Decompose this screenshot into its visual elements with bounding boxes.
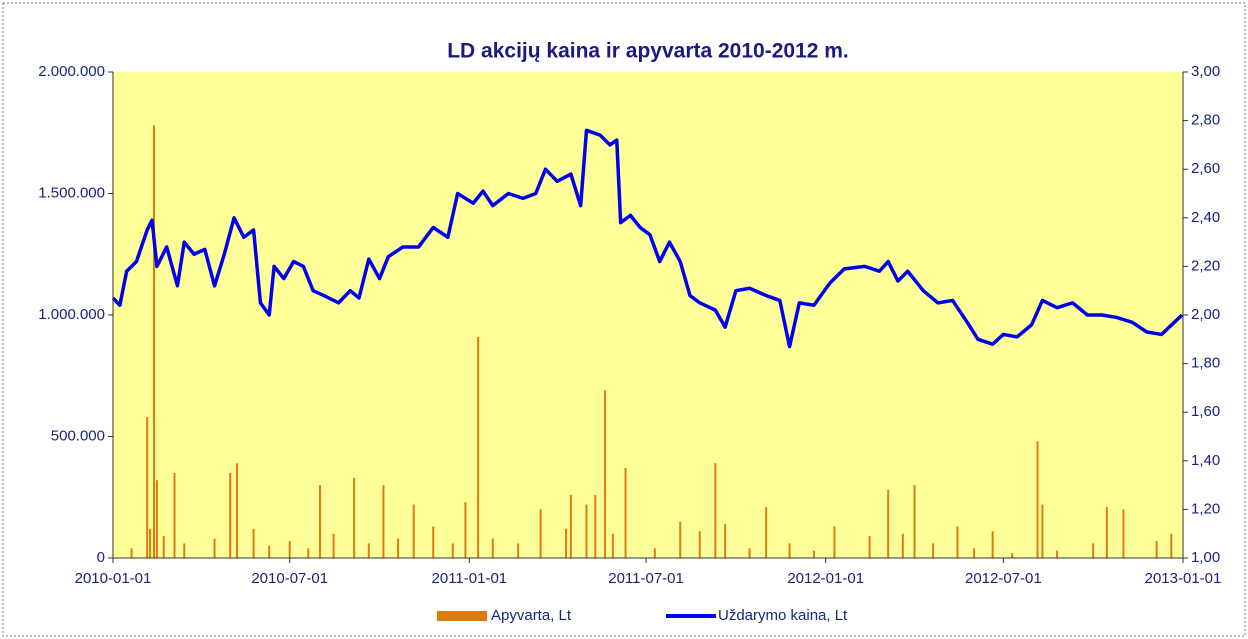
bar	[1170, 533, 1173, 558]
bar	[569, 494, 572, 558]
price-line	[111, 128, 1184, 349]
bar	[146, 417, 149, 558]
bar	[130, 548, 133, 558]
bar	[594, 494, 597, 558]
bar	[318, 485, 321, 558]
bar	[611, 533, 614, 558]
bar	[353, 477, 356, 558]
bar	[1036, 441, 1039, 558]
bar	[307, 548, 310, 558]
bar	[1155, 540, 1158, 558]
bar	[268, 545, 271, 558]
y-tick-label: 500.000	[51, 427, 105, 444]
y-tick-label: 0	[97, 549, 105, 566]
bar	[213, 538, 216, 558]
bar	[1092, 543, 1095, 558]
bar	[812, 550, 815, 558]
x-tick-label: 2011-07-01	[608, 570, 684, 587]
bar	[1122, 509, 1125, 558]
bar	[833, 526, 836, 558]
x-tick-label: 2013-01-01	[1145, 570, 1222, 587]
bar	[724, 523, 727, 558]
bar	[367, 543, 370, 558]
bar	[901, 533, 904, 558]
bar	[432, 526, 435, 558]
bar	[451, 543, 454, 558]
bar	[585, 504, 588, 558]
y-tick-label: 1.000.000	[38, 306, 105, 323]
legend-swatch	[437, 611, 487, 621]
bar	[332, 533, 335, 558]
bar	[252, 528, 255, 558]
y-tick-label: 2.000.000	[38, 63, 105, 80]
bar	[604, 390, 607, 558]
bar	[477, 336, 480, 558]
legend-label: Apyvarta, Lt	[491, 607, 572, 624]
y2-tick-label: 1,40	[1191, 452, 1220, 469]
bar	[183, 543, 186, 558]
legend-label: Uždarymo kaina, Lt	[718, 607, 848, 624]
bar	[653, 548, 656, 558]
y2-tick-label: 1,20	[1191, 500, 1220, 517]
bar	[868, 536, 871, 558]
bar	[491, 538, 494, 558]
bar	[382, 485, 385, 558]
bar	[539, 509, 542, 558]
bar	[162, 536, 165, 558]
bar	[149, 528, 152, 558]
bar	[956, 526, 959, 558]
bar	[1011, 553, 1014, 558]
bar	[1105, 506, 1108, 558]
y2-tick-label: 2,20	[1191, 257, 1220, 274]
bar	[229, 472, 232, 558]
bar	[173, 472, 176, 558]
bar	[288, 540, 291, 558]
bar	[235, 463, 238, 558]
y2-tick-label: 1,80	[1191, 355, 1220, 372]
bar	[788, 543, 791, 558]
bar	[973, 548, 976, 558]
x-tick-label: 2010-07-01	[251, 570, 328, 587]
bar	[155, 480, 158, 558]
bar	[991, 531, 994, 558]
y2-tick-label: 3,00	[1191, 63, 1220, 80]
x-tick-label: 2010-01-01	[75, 570, 152, 587]
bar	[714, 463, 717, 558]
chart-title: LD akcijų kaina ir apyvarta 2010-2012 m.	[447, 40, 849, 63]
bar	[932, 543, 935, 558]
x-tick-label: 2012-01-01	[787, 570, 864, 587]
bar	[765, 506, 768, 558]
bar	[748, 548, 751, 558]
bar	[397, 538, 400, 558]
y2-tick-label: 2,60	[1191, 160, 1220, 177]
bar	[1056, 550, 1059, 558]
y2-tick-label: 2,40	[1191, 209, 1220, 226]
bar	[624, 468, 627, 558]
bar	[153, 125, 156, 559]
y2-tick-label: 1,60	[1191, 403, 1220, 420]
x-tick-label: 2012-07-01	[965, 570, 1042, 587]
bar	[1041, 504, 1044, 558]
y2-tick-label: 2,80	[1191, 112, 1220, 129]
bar	[517, 543, 520, 558]
y2-tick-label: 2,00	[1191, 306, 1220, 323]
bar	[564, 528, 567, 558]
bar	[887, 489, 890, 558]
bar	[679, 521, 682, 558]
bar	[464, 502, 467, 558]
bar	[913, 485, 916, 558]
y2-tick-label: 1,00	[1191, 549, 1220, 566]
bar	[412, 504, 415, 558]
x-tick-label: 2011-01-01	[432, 570, 508, 587]
y-tick-label: 1.500.000	[38, 184, 105, 201]
bar	[698, 531, 701, 558]
plot-area	[113, 72, 1183, 558]
